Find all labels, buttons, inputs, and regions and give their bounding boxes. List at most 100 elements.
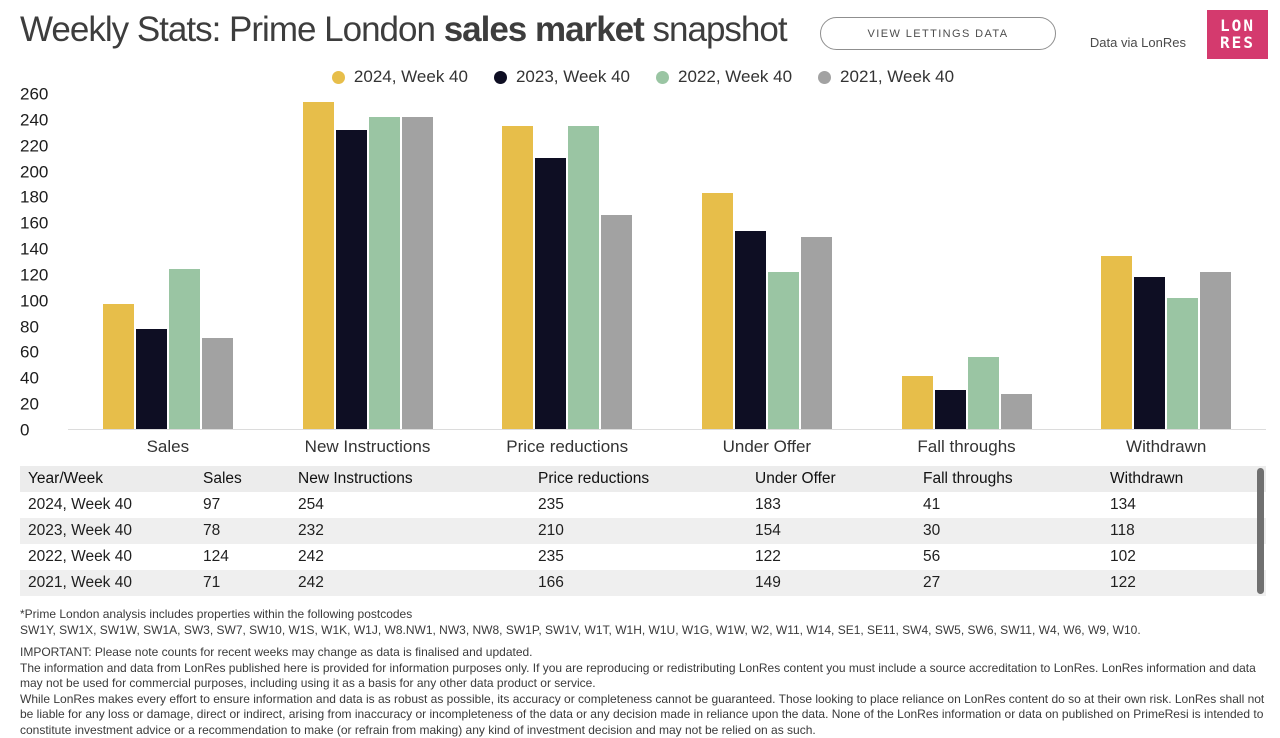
table-cell: 122 [747,544,915,570]
table-cell: 242 [290,570,530,596]
bar [1134,277,1165,429]
column-header: Withdrawn [1102,466,1266,492]
x-axis-category-label: Fall throughs [867,430,1067,457]
x-axis-category-label: New Instructions [268,430,468,457]
table-cell: 183 [747,492,915,518]
column-header: Sales [195,466,290,492]
y-tick-label: 260 [20,86,48,103]
info-note: The information and data from LonRes pub… [20,661,1270,692]
legend-label: 2024, Week 40 [354,67,468,87]
bar [1167,298,1198,429]
column-header: Fall throughs [915,466,1102,492]
disclaimer-note: While LonRes makes every effort to ensur… [20,692,1270,738]
bar [768,272,799,429]
bar-group [467,94,667,429]
legend-dot-icon [332,71,345,84]
column-header: New Instructions [290,466,530,492]
bar-group [867,94,1067,429]
legend-label: 2023, Week 40 [516,67,630,87]
table-cell: 27 [915,570,1102,596]
y-tick-label: 40 [20,370,39,387]
table-cell: 102 [1102,544,1266,570]
lonres-logo-line2: RES [1220,35,1255,51]
bar-group [268,94,468,429]
y-tick-label: 80 [20,318,39,335]
bar [336,130,367,429]
bar [968,357,999,429]
legend-dot-icon [818,71,831,84]
table-cell: 242 [290,544,530,570]
table-cell: 210 [530,518,747,544]
important-note: IMPORTANT: Please note counts for recent… [20,645,1270,661]
table-cell: 124 [195,544,290,570]
plot-area [68,94,1266,430]
legend-item: 2024, Week 40 [332,67,468,87]
y-tick-label: 200 [20,163,48,180]
bar [369,117,400,429]
bar [402,117,433,429]
table-cell: 118 [1102,518,1266,544]
bar [535,158,566,429]
header: Weekly Stats: Prime London sales market … [20,6,1266,64]
bar [1200,272,1231,429]
bar [103,304,134,429]
column-header: Under Offer [747,466,915,492]
table-cell: 30 [915,518,1102,544]
view-lettings-data-button[interactable]: VIEW LETTINGS DATA [820,17,1056,50]
bar-group [68,94,268,429]
x-axis-category-label: Under Offer [667,430,867,457]
y-tick-label: 220 [20,137,48,154]
bar [702,193,733,429]
legend-dot-icon [656,71,669,84]
bar [303,102,334,429]
bar [801,237,832,429]
table-cell: 2023, Week 40 [20,518,195,544]
table-cell: 2024, Week 40 [20,492,195,518]
column-header: Year/Week [20,466,195,492]
table-cell: 41 [915,492,1102,518]
x-axis-category-label: Sales [68,430,268,457]
table-cell: 56 [915,544,1102,570]
bar [601,215,632,429]
bar [1101,256,1132,429]
table-cell: 235 [530,544,747,570]
y-tick-label: 60 [20,344,39,361]
y-tick-label: 240 [20,111,48,128]
table-cell: 166 [530,570,747,596]
table-scrollbar[interactable] [1257,468,1264,594]
bar [902,376,933,429]
table-cell: 232 [290,518,530,544]
bar-group [667,94,867,429]
legend-dot-icon [494,71,507,84]
table-cell: 71 [195,570,290,596]
y-tick-label: 180 [20,189,48,206]
legend-label: 2021, Week 40 [840,67,954,87]
table-cell: 134 [1102,492,1266,518]
postcodes-list: SW1Y, SW1X, SW1W, SW1A, SW3, SW7, SW10, … [20,623,1270,639]
bar [568,126,599,429]
table-cell: 2021, Week 40 [20,570,195,596]
column-header: Price reductions [530,466,747,492]
legend-item: 2021, Week 40 [818,67,954,87]
table-cell: 122 [1102,570,1266,596]
footnotes: *Prime London analysis includes properti… [20,607,1270,738]
table-cell: 97 [195,492,290,518]
lonres-logo[interactable]: LON RES [1207,10,1268,59]
y-tick-label: 0 [20,422,29,439]
table-cell: 78 [195,518,290,544]
y-tick-label: 20 [20,396,39,413]
table-cell: 154 [747,518,915,544]
y-tick-label: 120 [20,266,48,283]
